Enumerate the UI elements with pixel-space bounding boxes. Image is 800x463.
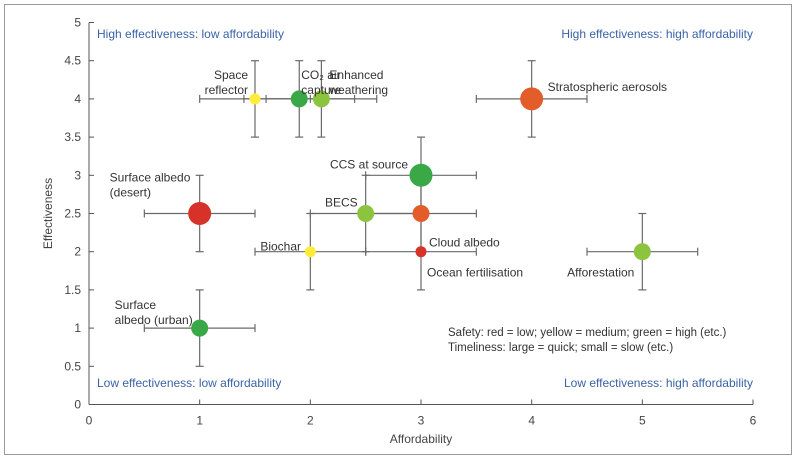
x-tick-label: 5 [639,414,646,428]
data-point [357,205,375,222]
quadrant-label-bottom-left: Low effectiveness: low affordability [97,376,281,390]
point-label: weathering [328,83,388,97]
quadrant-label-bottom-right: Low effectiveness: high affordability [564,376,753,390]
point-label: Stratospheric aerosols [548,80,667,94]
data-point [249,93,261,105]
data-point [312,90,330,108]
y-tick-label: 3.5 [64,130,81,144]
x-tick-label: 3 [418,414,425,428]
point-label: Biochar [260,240,301,254]
chart-frame [4,4,792,455]
y-tick-label: 2.5 [64,207,81,221]
point-label: Cloud albedo [429,236,500,250]
data-point [304,246,316,258]
point-label: CCS at source [330,157,408,171]
point-label: Enhanced [329,68,383,82]
data-point [188,202,212,225]
legend-note: Safety: red = low; yellow = medium; gree… [448,327,727,339]
y-tick-label: 5 [74,16,81,30]
point-label: Ocean fertilisation [427,266,523,280]
y-tick-label: 4 [74,92,81,106]
point-label: reflector [205,83,248,97]
y-tick-label: 4.5 [64,54,81,68]
y-tick-label: 1 [74,321,81,335]
point-label: albedo (urban) [115,313,193,327]
y-tick-label: 0 [74,398,81,412]
quadrant-label-top-left: High effectiveness: low affordability [97,27,284,41]
point-label: CO₂ air [301,68,340,82]
y-tick-label: 0.5 [64,359,81,373]
x-tick-label: 4 [528,414,535,428]
point-label: (desert) [110,186,151,200]
data-point [191,319,209,337]
x-axis-label: Affordability [390,432,452,446]
point-label: Space [214,68,248,82]
y-tick-label: 2 [74,245,81,259]
x-tick-label: 6 [750,414,757,428]
data-point [520,87,544,111]
x-tick-label: 2 [307,414,314,428]
x-tick-label: 0 [86,414,93,428]
data-point [633,243,651,261]
point-label: BECS [325,196,358,210]
data-point [409,163,433,187]
point-label: Afforestation [567,266,634,280]
data-point [290,90,308,108]
point-label: Surface [115,298,157,312]
data-point [415,246,427,258]
y-tick-label: 1.5 [64,283,81,297]
y-axis-label: Effectiveness [41,178,55,249]
point-label: capture [301,83,341,97]
y-tick-label: 3 [74,168,81,182]
data-point [412,205,430,222]
point-label: Surface albedo [110,171,191,185]
x-tick-label: 1 [196,414,203,428]
quadrant-label-top-right: High effectiveness: high affordability [561,27,753,41]
legend-note: Timeliness: large = quick; small = slow … [448,342,673,354]
